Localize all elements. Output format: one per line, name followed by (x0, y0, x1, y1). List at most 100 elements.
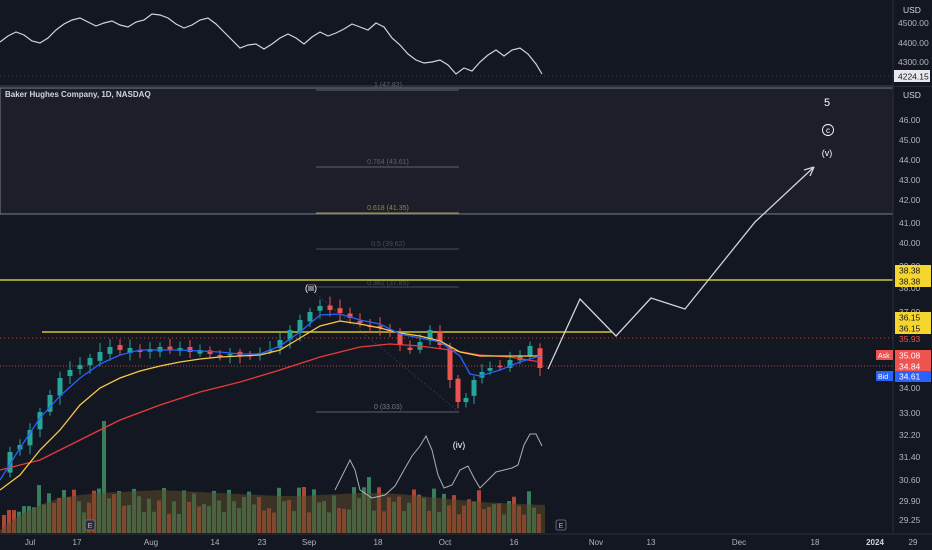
candle-body (297, 320, 303, 333)
price-axis-currency[interactable]: USD (903, 90, 921, 100)
price-tick: 29.90 (899, 496, 921, 506)
price-tick: 41.00 (899, 218, 921, 228)
candle-body (327, 305, 333, 310)
candle-body (463, 398, 469, 403)
time-axis-bg (0, 534, 932, 550)
candle-body (57, 378, 63, 396)
candle-body (455, 378, 461, 402)
candle-body (307, 312, 313, 322)
fib-retracement[interactable]: 1 (47.82) 0.764 (43.61) 0.618 (41.35) 0.… (315, 82, 460, 413)
indicator-pane: USD 4500.00 4400.00 4300.00 4224.15 (0, 0, 932, 87)
candle-body (117, 345, 123, 350)
candle-body (497, 365, 503, 368)
candle-body (107, 347, 113, 354)
indicator-last-badge: 4224.15 (898, 72, 929, 82)
time-tick: 23 (258, 538, 267, 547)
fib-label: 0 (33.03) (374, 404, 402, 411)
price-tick: 29.25 (899, 515, 921, 525)
price-tick: 44.00 (899, 155, 921, 165)
wave-label-iv[interactable]: (iv) (453, 440, 466, 450)
candle-body (317, 306, 323, 311)
price-axis[interactable]: USD 46.00 45.00 44.00 43.00 42.00 41.00 … (876, 0, 932, 550)
price-tick: 32.20 (899, 430, 921, 440)
price-tick: 31.40 (899, 452, 921, 462)
candle-body (357, 320, 363, 323)
chart-legend[interactable]: Baker Hughes Company, 1D, NASDAQ (5, 90, 151, 99)
time-tick: 2024 (866, 538, 884, 547)
candle-body (37, 412, 43, 430)
ema-fast-line (0, 313, 541, 481)
candle-body (227, 354, 233, 356)
time-tick: 13 (647, 538, 656, 547)
earnings-marker[interactable] (555, 519, 567, 531)
price-tick: 42.00 (899, 195, 921, 205)
candle-body (447, 346, 453, 380)
indicator-tick: 4500.00 (898, 18, 929, 28)
fib-label: 0.5 (39.62) (371, 241, 405, 248)
candle-body (187, 346, 193, 352)
candle-body (487, 368, 493, 371)
candle-body (197, 350, 203, 354)
candle-body (277, 340, 283, 348)
fib-label: 0.618 (41.35) (367, 205, 409, 212)
candle-body (167, 346, 173, 350)
candle-body (471, 380, 477, 396)
candle-body (217, 354, 223, 357)
indicator-tick: 4400.00 (898, 38, 929, 48)
candle-body (77, 365, 83, 369)
fib-trend-line (315, 293, 460, 413)
wave-label-5[interactable]: 5 (824, 97, 830, 109)
time-tick: 17 (73, 538, 82, 547)
wave-label-c[interactable]: c (826, 126, 830, 135)
candle-body (97, 352, 103, 361)
volume-bar (102, 421, 106, 533)
candle-body (87, 358, 93, 366)
indicator-currency[interactable]: USD (903, 5, 921, 15)
indicator-last-badge-bg (894, 70, 930, 82)
time-tick: Aug (144, 538, 158, 547)
candle-body (527, 346, 533, 356)
time-tick: 16 (510, 538, 519, 547)
fib-label: 1 (47.82) (374, 82, 402, 89)
price-tick: 43.00 (899, 175, 921, 185)
candle-body (207, 350, 213, 354)
wave-label-v[interactable]: (v) (822, 148, 833, 158)
price-tick: 34.00 (899, 383, 921, 393)
ema-mid-line (0, 320, 540, 491)
candle-body (437, 331, 443, 345)
indicator-line (0, 13, 543, 75)
candle-body (377, 325, 383, 328)
candle-body (27, 430, 33, 446)
fib-label: 0.382 (37.85) (367, 280, 409, 287)
candle-body (407, 347, 413, 350)
wave-label-c-circle (822, 124, 834, 136)
candle-body (537, 348, 543, 368)
time-axis[interactable]: Jul 17 Aug 14 23 Sep 18 Oct 16 Nov 13 De… (0, 533, 932, 550)
candle-body (347, 313, 353, 318)
close-badge-bg (895, 361, 931, 372)
time-tick: 14 (211, 538, 220, 547)
candle-body (7, 452, 13, 473)
wave-label-iii[interactable]: (iii) (305, 283, 317, 293)
badge-last-price: 35.93 (899, 334, 921, 344)
ask-tag-bg (876, 350, 893, 360)
time-tick: Sep (302, 538, 317, 547)
bid-value: 34.61 (899, 372, 921, 382)
lower-indicator-line (334, 433, 543, 499)
time-tick: Nov (589, 538, 603, 547)
price-tick: 46.00 (899, 115, 921, 125)
projection-arrow-head (803, 166, 815, 177)
candle-body (67, 370, 73, 376)
projection-path[interactable] (547, 166, 815, 370)
ask-value-bg (895, 350, 931, 361)
badge-level-mid-b: 36.15 (899, 324, 921, 334)
candle-body (287, 330, 293, 340)
bid-value-bg (895, 371, 931, 382)
target-zone-box[interactable] (0, 87, 894, 215)
candle-body (507, 360, 513, 368)
earnings-marker[interactable] (84, 519, 96, 531)
ask-value: 35.08 (899, 351, 921, 361)
price-tick: 30.60 (899, 475, 921, 485)
